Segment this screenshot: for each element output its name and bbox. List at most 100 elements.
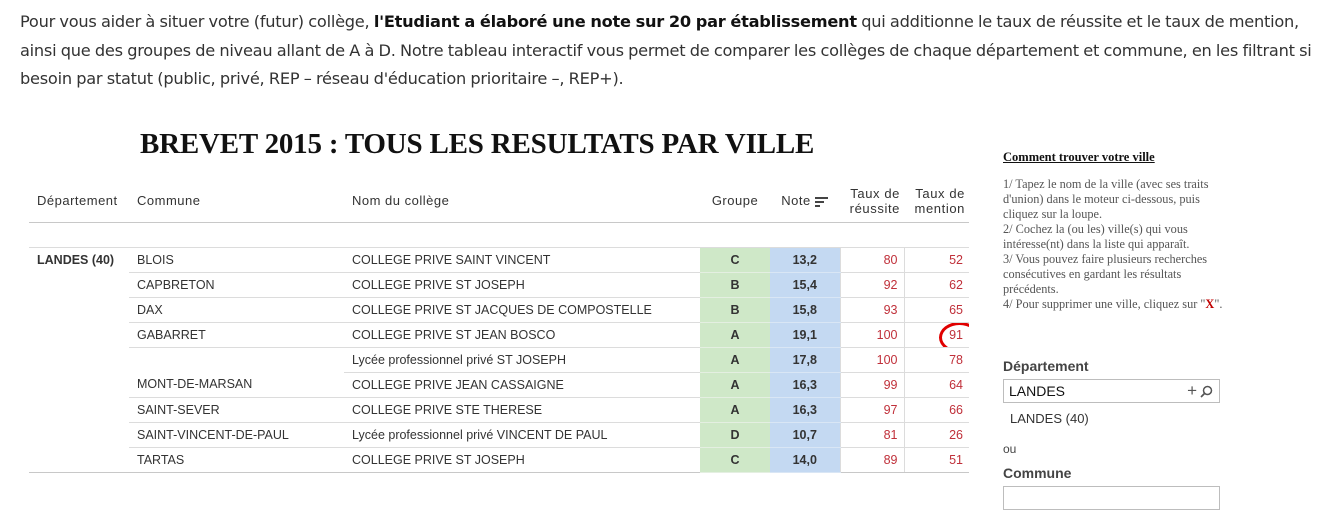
cell-reussite: 100: [839, 322, 904, 348]
cell-reussite: 97: [839, 397, 904, 423]
cell-groupe: C: [700, 447, 770, 473]
cell-note: 10,7: [770, 422, 840, 448]
header-mention-line1: Taux de: [915, 185, 965, 201]
commune-filter-label: Commune: [1003, 465, 1072, 481]
help-step-4-x: X: [1205, 297, 1215, 311]
or-label: ou: [1003, 442, 1017, 456]
intro-text-2: qui additionne le taux de réussite et le…: [20, 12, 1312, 88]
cell-college: Lycée professionnel privé ST JOSEPH: [344, 347, 700, 373]
cell-departement: [29, 372, 129, 397]
cell-departement: [29, 422, 129, 447]
sort-icon[interactable]: [814, 196, 829, 208]
departement-search-input[interactable]: [1004, 380, 1174, 402]
departement-selected-item[interactable]: LANDES (40): [1010, 411, 1089, 426]
cell-groupe: B: [700, 297, 770, 323]
help-title: Comment trouver votre ville: [1003, 150, 1155, 164]
cell-mention: 51: [903, 447, 969, 473]
cell-note: 14,0: [770, 447, 840, 473]
cell-reussite: 93: [839, 297, 904, 323]
cell-departement: [29, 322, 129, 347]
cell-departement: LANDES (40): [37, 252, 115, 267]
header-mention[interactable]: Taux de mention: [904, 180, 969, 222]
intro-bold: l'Etudiant a élaboré une note sur 20 par…: [373, 12, 857, 31]
header-mention-line2: mention: [914, 200, 965, 216]
cell-commune: SAINT-SEVER: [129, 397, 344, 423]
header-college[interactable]: Nom du collège: [352, 193, 450, 209]
magnifier-icon[interactable]: [1200, 385, 1213, 398]
table-row[interactable]: LANDES (40) BLOIS COLLEGE PRIVE SAINT VI…: [29, 247, 969, 273]
cell-mention: 66: [903, 397, 969, 423]
cell-commune: SAINT-VINCENT-DE-PAUL: [129, 422, 344, 448]
plus-icon[interactable]: +: [1187, 381, 1197, 400]
departement-filter[interactable]: +: [1003, 379, 1220, 403]
help-step-3: 3/ Vous pouvez faire plusieurs recherche…: [1003, 252, 1208, 296]
header-reussite-line1: Taux de: [850, 185, 900, 201]
cell-departement: [29, 272, 129, 297]
help-step-4-suffix: ".: [1214, 297, 1223, 311]
cell-commune: CAPBRETON: [129, 272, 344, 298]
results-table: Département Commune Nom du collège Group…: [29, 180, 969, 473]
cell-reussite: 80: [839, 247, 904, 273]
cell-reussite: 99: [839, 372, 904, 398]
cell-college: COLLEGE PRIVE JEAN CASSAIGNE: [344, 372, 700, 398]
cell-mention: 65: [903, 297, 969, 323]
cell-college: COLLEGE PRIVE ST JOSEPH: [344, 447, 700, 473]
cell-note: 15,4: [770, 272, 840, 298]
cell-mention: 62: [903, 272, 969, 298]
cell-departement: [29, 397, 129, 422]
help-step-1: 1/ Tapez le nom de la ville (avec ses tr…: [1003, 177, 1209, 221]
cell-college: Lycée professionnel privé VINCENT DE PAU…: [344, 422, 700, 448]
cell-groupe: A: [700, 397, 770, 423]
table-row[interactable]: Lycée professionnel privé ST JOSEPH A 17…: [29, 347, 969, 373]
cell-departement: [29, 447, 129, 473]
cell-commune: [129, 347, 344, 372]
header-departement[interactable]: Département: [37, 193, 118, 209]
cell-reussite: 92: [839, 272, 904, 298]
cell-commune: BLOIS: [129, 247, 344, 273]
cell-groupe: A: [700, 347, 770, 373]
cell-college: COLLEGE PRIVE ST JOSEPH: [344, 272, 700, 298]
help-step-4-prefix: 4/ Pour supprimer une ville, cliquez sur…: [1003, 297, 1206, 311]
help-steps: 1/ Tapez le nom de la ville (avec ses tr…: [1003, 177, 1223, 312]
table-spacer: [29, 222, 969, 248]
highlight-circle: 91: [939, 322, 969, 346]
cell-mention: 64: [903, 372, 969, 398]
cell-note: 13,2: [770, 247, 840, 273]
cell-groupe: A: [700, 322, 770, 348]
header-note[interactable]: Note: [770, 180, 840, 222]
table-title: BREVET 2015 : TOUS LES RESULTATS PAR VIL…: [140, 128, 815, 160]
header-reussite-line2: réussite: [849, 200, 900, 216]
cell-mention: 78: [903, 347, 969, 373]
table-row[interactable]: DAX COLLEGE PRIVE ST JACQUES DE COMPOSTE…: [29, 297, 969, 323]
table-header-row: Département Commune Nom du collège Group…: [29, 180, 969, 222]
departement-filter-label: Département: [1003, 358, 1089, 374]
cell-note: 17,8: [770, 347, 840, 373]
commune-search-input[interactable]: [1004, 487, 1174, 509]
cell-groupe: A: [700, 372, 770, 398]
table-row[interactable]: MONT-DE-MARSAN COLLEGE PRIVE JEAN CASSAI…: [29, 372, 969, 398]
help-step-2: 2/ Cochez la (ou les) ville(s) qui vous …: [1003, 222, 1190, 251]
cell-note: 16,3: [770, 372, 840, 398]
table-row[interactable]: GABARRET COLLEGE PRIVE ST JEAN BOSCO A 1…: [29, 322, 969, 348]
cell-commune: TARTAS: [129, 447, 344, 473]
commune-filter[interactable]: [1003, 486, 1220, 510]
cell-college: COLLEGE PRIVE SAINT VINCENT: [344, 247, 700, 273]
cell-college: COLLEGE PRIVE ST JACQUES DE COMPOSTELLE: [344, 297, 700, 323]
cell-mention: 26: [903, 422, 969, 448]
cell-groupe: C: [700, 247, 770, 273]
cell-groupe: B: [700, 272, 770, 298]
cell-commune: GABARRET: [129, 322, 344, 348]
table-row[interactable]: SAINT-VINCENT-DE-PAUL Lycée professionne…: [29, 422, 969, 448]
header-groupe[interactable]: Groupe: [711, 193, 759, 209]
help-step-4: 4/ Pour supprimer une ville, cliquez sur…: [1003, 297, 1223, 312]
table-row[interactable]: SAINT-SEVER COLLEGE PRIVE STE THERESE A …: [29, 397, 969, 423]
cell-reussite: 89: [839, 447, 904, 473]
cell-note: 19,1: [770, 322, 840, 348]
table-row[interactable]: CAPBRETON COLLEGE PRIVE ST JOSEPH B 15,4…: [29, 272, 969, 298]
table-row[interactable]: TARTAS COLLEGE PRIVE ST JOSEPH C 14,0 89…: [29, 447, 969, 473]
cell-groupe: D: [700, 422, 770, 448]
cell-mention: 52: [903, 247, 969, 273]
header-reussite[interactable]: Taux de réussite: [840, 180, 904, 222]
header-commune[interactable]: Commune: [137, 193, 201, 209]
cell-commune: MONT-DE-MARSAN: [129, 372, 344, 398]
